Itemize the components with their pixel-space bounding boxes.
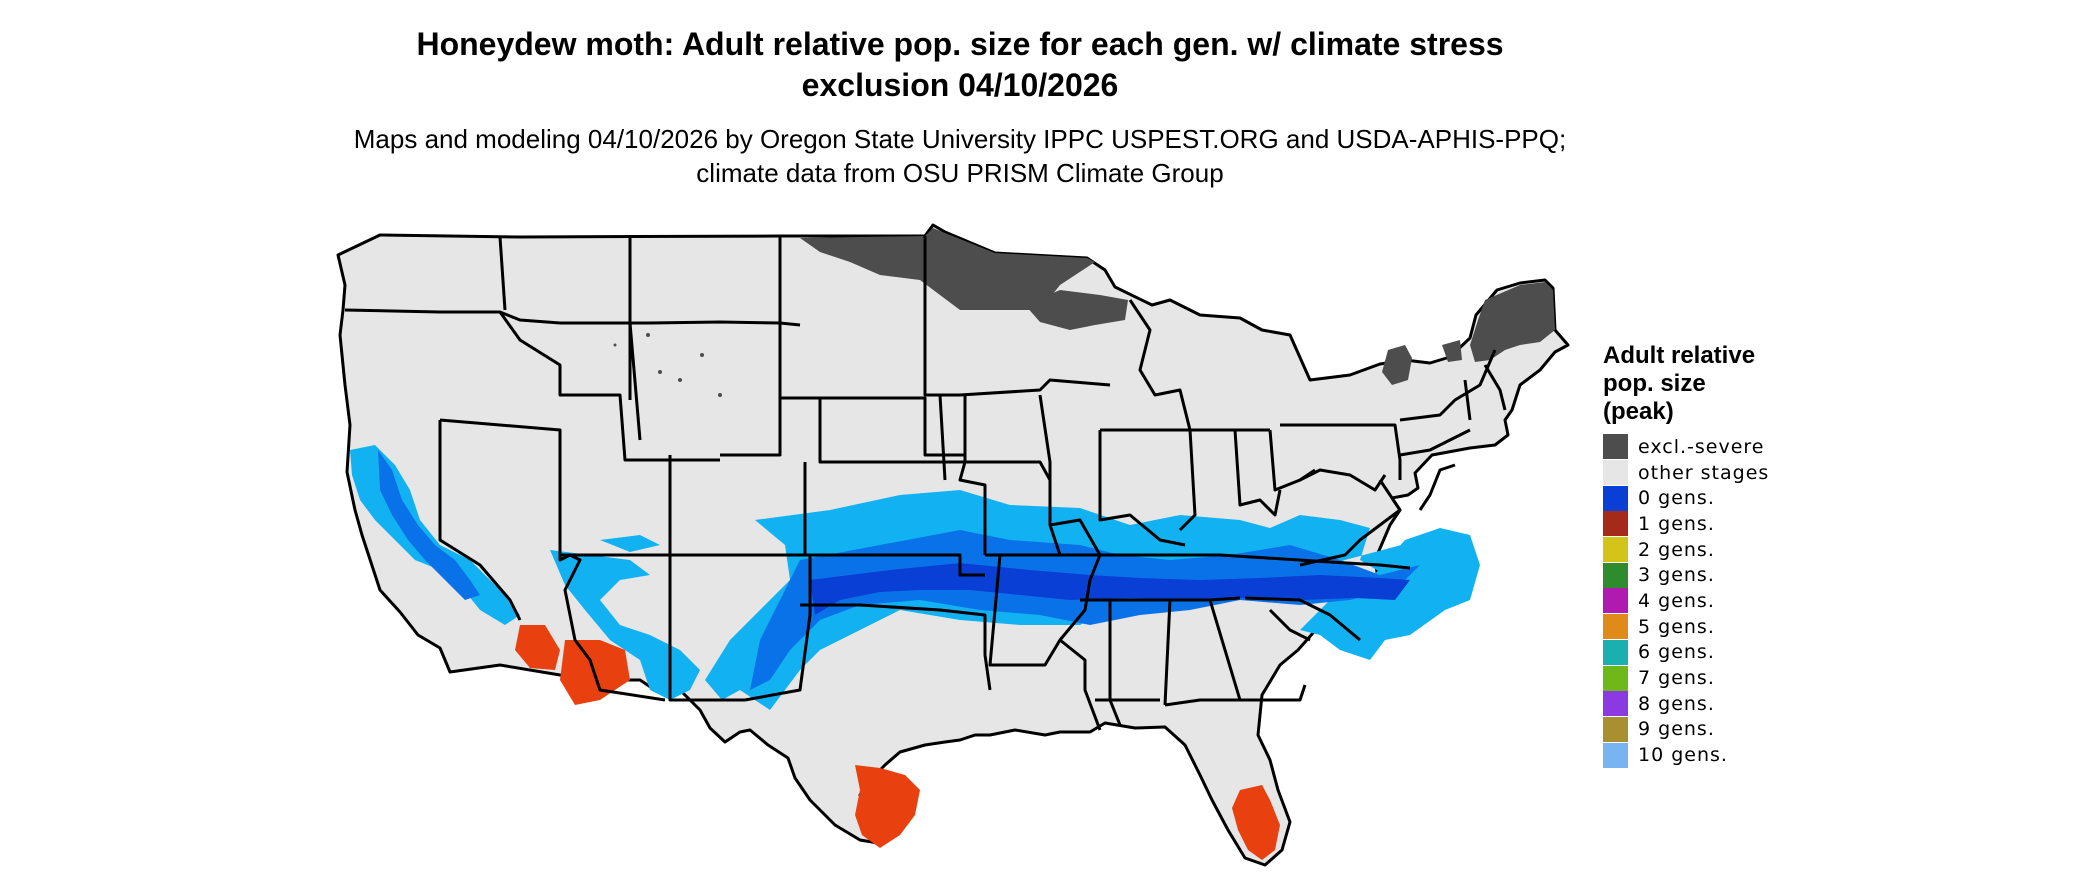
legend-items: excl.-severe other stages 0 gens. 1 gens. 2 … <box>1603 434 1843 768</box>
legend-swatch <box>1603 537 1628 563</box>
state-borders <box>344 235 1507 731</box>
legend-item: excl.-severe <box>1603 434 1843 460</box>
legend-item: 0 gens. <box>1603 485 1843 511</box>
legend-label: 4 gens. <box>1638 589 1715 612</box>
legend-swatch <box>1603 588 1628 614</box>
excluded-regions <box>800 228 1555 385</box>
map-subtitle: Maps and modeling 04/10/2026 by Oregon S… <box>353 124 1567 188</box>
legend-label: 2 gens. <box>1638 538 1715 561</box>
legend-item: 3 gens. <box>1603 562 1843 588</box>
map-specks <box>613 333 722 397</box>
legend-item: 1 gens. <box>1603 511 1843 537</box>
legend-item: 8 gens. <box>1603 691 1843 717</box>
legend-title: Adult relative pop. size (peak) <box>1603 342 1756 425</box>
legend-swatch <box>1603 614 1628 640</box>
legend-label: 9 gens. <box>1638 718 1715 741</box>
legend-item: other stages <box>1603 460 1843 486</box>
legend-swatch <box>1603 742 1628 768</box>
legend-label: 0 gens. <box>1638 487 1715 510</box>
legend-label: other stages <box>1638 461 1770 484</box>
legend-swatch <box>1603 460 1628 486</box>
legend-item: 6 gens. <box>1603 639 1843 666</box>
map-title: Honeydew moth: Adult relative pop. size … <box>416 26 1504 103</box>
legend-label: 3 gens. <box>1638 564 1715 587</box>
legend-swatch <box>1603 511 1628 537</box>
legend-item: 9 gens. <box>1603 716 1843 743</box>
legend-swatch <box>1603 485 1628 511</box>
legend-swatch <box>1603 639 1628 665</box>
legend-swatch <box>1603 716 1628 742</box>
legend-label: 7 gens. <box>1638 667 1715 690</box>
legend-item: 7 gens. <box>1603 665 1843 691</box>
legend-item: 2 gens. <box>1603 537 1843 563</box>
legend-label: excl.-severe <box>1638 435 1765 458</box>
legend-label: 10 gens. <box>1638 744 1728 767</box>
legend-swatch <box>1603 691 1628 717</box>
legend-label: 1 gens. <box>1638 512 1715 535</box>
legend: Adult relative pop. size (peak) excl.-se… <box>1603 342 1843 768</box>
legend-label: 6 gens. <box>1638 641 1715 664</box>
legend-swatch <box>1603 665 1628 691</box>
legend-swatch <box>1603 434 1628 460</box>
legend-swatch <box>1603 562 1628 588</box>
legend-item: 5 gens. <box>1603 614 1843 640</box>
legend-item: 4 gens. <box>1603 588 1843 614</box>
legend-label: 8 gens. <box>1638 692 1715 715</box>
legend-item: 10 gens. <box>1603 742 1843 768</box>
legend-label: 5 gens. <box>1638 615 1715 638</box>
